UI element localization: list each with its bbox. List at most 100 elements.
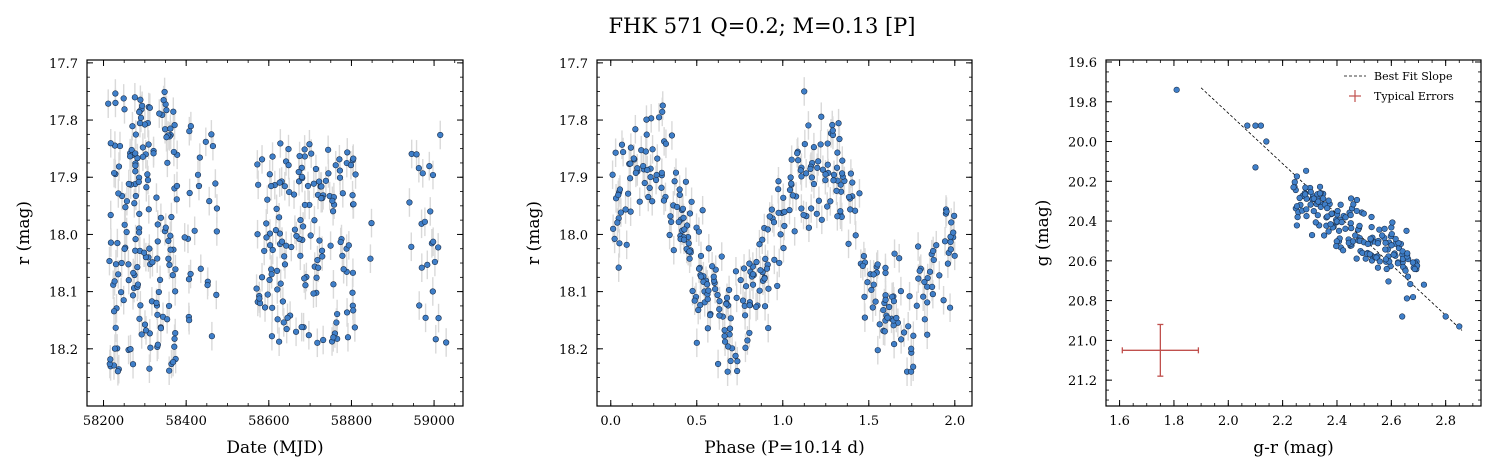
data-point [263,234,270,241]
data-point [1360,210,1367,217]
data-point [107,356,114,363]
data-point [732,268,740,275]
data-point [930,256,937,264]
data-point [261,247,268,255]
data-point [121,221,128,228]
y-tick-label: 17.9 [49,171,78,186]
data-point [120,297,127,304]
data-point [936,272,943,279]
data-point [725,286,733,294]
best-fit-line [1200,87,1463,331]
data-point [649,198,656,205]
data-point [1303,206,1310,213]
y-tick-label: 20.2 [1068,175,1097,190]
y-axis-label: r (mag) [524,201,544,265]
data-point [106,257,113,265]
data-point [301,146,308,153]
data-point [304,182,312,190]
data-point [254,161,261,168]
x-axis-label: Date (MJD) [226,438,323,458]
data-point [891,341,898,348]
data-point [641,179,648,187]
data-point [864,279,871,286]
data-point [208,131,215,138]
data-point [675,218,682,226]
data-point [710,273,717,280]
x-tick-label: 1.6 [1109,414,1130,429]
data-point [1296,194,1303,202]
data-point [129,123,136,130]
data-point [874,261,881,268]
y-tick-label: 20.4 [1068,215,1097,230]
data-point [173,182,181,190]
data-point [325,146,332,153]
data-point [704,325,711,332]
data-point [921,278,928,286]
data-point [298,173,306,181]
data-point [620,148,627,156]
data-point [946,304,954,311]
data-point [329,208,337,215]
data-point [1382,246,1389,253]
data-point [1307,201,1314,208]
data-point [281,261,289,268]
data-point [349,269,357,276]
y-tick-label: 17.8 [49,114,78,129]
data-point [622,206,629,213]
data-point [618,141,626,148]
data-point [948,219,955,226]
data-point [166,261,173,268]
data-point [107,140,114,147]
data-point [659,102,666,109]
data-point [298,164,305,171]
data-point [880,306,887,314]
data-point [143,184,150,191]
data-point [165,302,173,310]
data-point [302,282,309,289]
data-point [155,288,162,296]
data-point [910,363,917,370]
data-point [801,88,808,95]
data-point [795,157,802,164]
data-point [682,178,690,185]
data-point [339,252,346,259]
data-point [827,198,834,205]
data-point [1399,313,1406,320]
x-tick-label: 58600 [248,414,289,429]
data-point [749,271,757,278]
data-point [834,149,841,156]
data-point [319,253,326,260]
data-point [1244,122,1251,129]
data-point [680,214,687,221]
data-point [336,156,343,163]
data-point [861,293,868,300]
data-point [882,296,889,303]
data-point [900,329,908,336]
data-point [1257,122,1264,129]
x-tick-label: 2.4 [1327,414,1348,429]
data-point [761,303,769,310]
data-point [794,150,801,157]
data-point [762,255,769,262]
data-point [136,210,143,217]
data-point [165,237,172,245]
data-point [1420,281,1428,288]
data-point [780,245,787,252]
data-point [838,170,846,177]
data-point [266,230,274,237]
data-point [169,358,177,366]
data-point [699,207,706,214]
x-tick-label: 0.0 [600,414,621,429]
data-point [274,286,281,293]
data-point [162,224,169,231]
data-point [416,302,423,309]
data-point [118,259,125,267]
data-point [924,274,931,282]
data-point [627,144,634,151]
data-point [718,253,725,260]
data-point [1411,265,1418,273]
data-point [1302,191,1309,198]
x-tick-label: 1.0 [772,414,793,429]
data-point [161,126,169,133]
data-point [1303,212,1310,220]
